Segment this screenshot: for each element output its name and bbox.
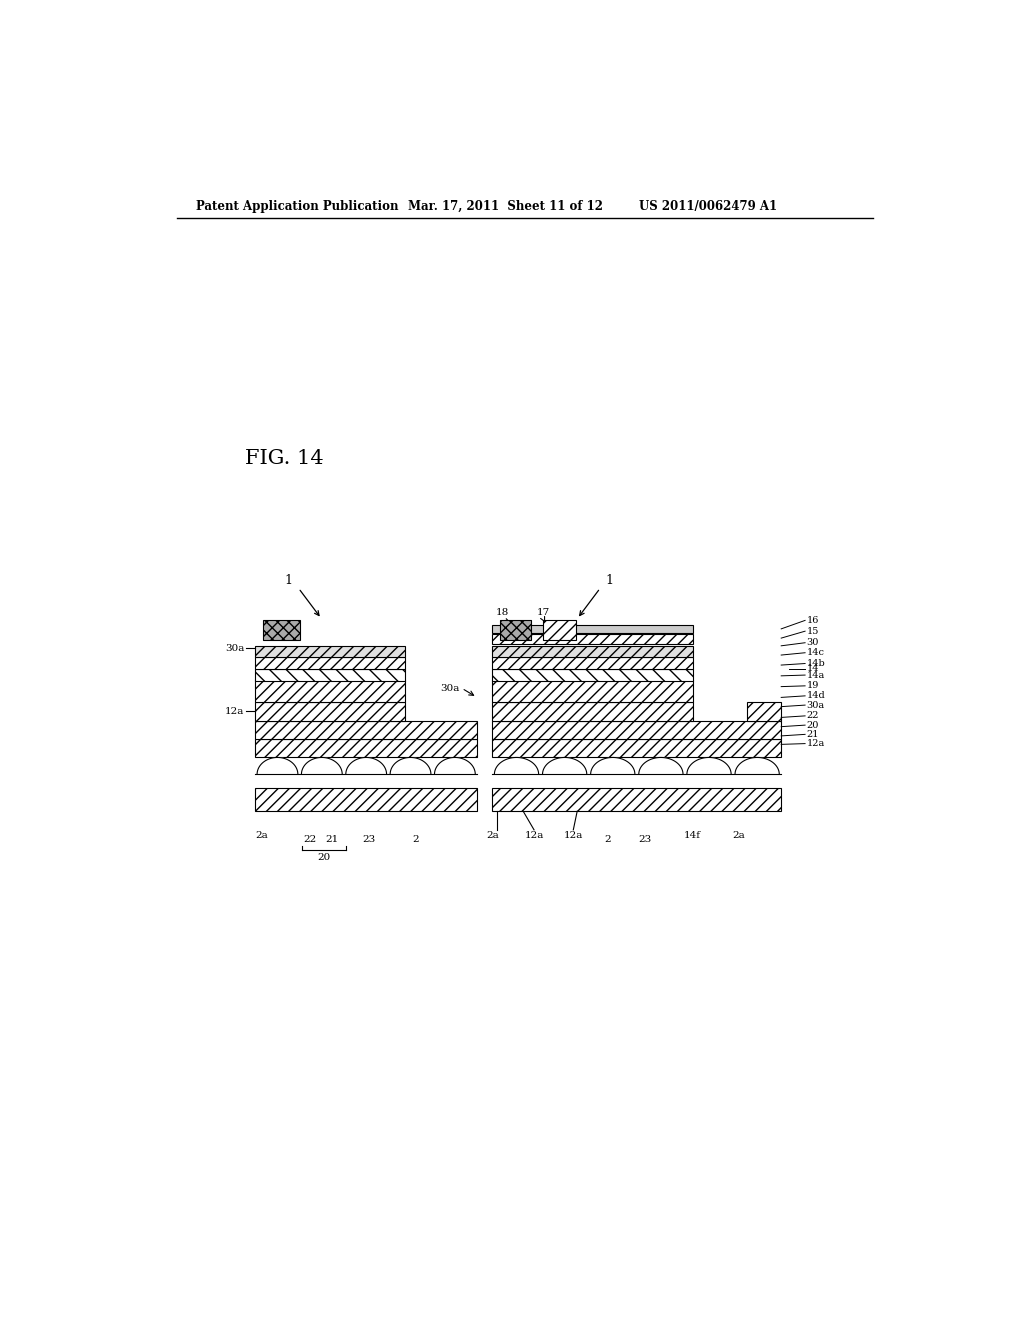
Bar	[255, 669, 406, 681]
Text: 23: 23	[638, 834, 651, 843]
Text: 20: 20	[807, 721, 819, 730]
Text: 14f: 14f	[684, 832, 701, 841]
Text: 16: 16	[807, 616, 819, 624]
Bar	[255, 721, 477, 739]
Text: US 2011/0062479 A1: US 2011/0062479 A1	[639, 199, 777, 213]
Bar	[493, 721, 781, 739]
Bar	[255, 657, 406, 669]
Text: 2a: 2a	[486, 832, 499, 841]
Text: 12a: 12a	[563, 832, 583, 841]
Text: 17: 17	[537, 609, 550, 618]
Text: 19: 19	[807, 681, 819, 690]
Bar	[543, 620, 575, 640]
Bar	[493, 645, 692, 657]
Text: 20: 20	[317, 853, 331, 862]
Bar	[493, 669, 692, 681]
Text: 23: 23	[362, 834, 376, 843]
Text: 1: 1	[605, 574, 613, 587]
Bar	[493, 657, 692, 669]
Bar	[500, 620, 531, 640]
Text: 2a: 2a	[732, 832, 745, 841]
Text: 15: 15	[807, 627, 819, 636]
Bar	[746, 702, 781, 721]
Text: 14d: 14d	[807, 692, 825, 701]
Text: 14: 14	[807, 664, 819, 673]
Text: 21: 21	[326, 834, 339, 843]
Bar	[493, 739, 781, 758]
Bar	[493, 702, 692, 721]
Text: 12a: 12a	[225, 706, 245, 715]
Bar	[493, 681, 692, 702]
Text: 30a: 30a	[807, 701, 824, 710]
Text: 30a: 30a	[225, 644, 245, 652]
Text: Mar. 17, 2011  Sheet 11 of 12: Mar. 17, 2011 Sheet 11 of 12	[408, 199, 603, 213]
Bar	[255, 681, 406, 702]
Text: 22: 22	[807, 711, 819, 721]
Text: 12a: 12a	[524, 832, 544, 841]
Text: 2: 2	[412, 834, 419, 843]
Bar	[493, 788, 781, 812]
Text: 30: 30	[807, 639, 819, 647]
Bar	[493, 635, 692, 644]
Bar	[255, 645, 406, 657]
Text: Patent Application Publication: Patent Application Publication	[196, 199, 398, 213]
Text: 2a: 2a	[255, 832, 268, 841]
Text: 22: 22	[303, 834, 316, 843]
Text: 14c: 14c	[807, 648, 824, 657]
Text: 18: 18	[496, 609, 509, 618]
Text: 12a: 12a	[807, 739, 825, 748]
Text: 1: 1	[285, 574, 293, 587]
Bar	[263, 620, 300, 640]
Text: FIG. 14: FIG. 14	[245, 449, 324, 469]
Text: 21: 21	[807, 730, 819, 739]
Bar	[493, 626, 692, 634]
Bar	[255, 702, 406, 721]
Text: 2: 2	[604, 834, 611, 843]
Bar	[255, 788, 477, 812]
Bar	[255, 739, 477, 758]
Text: 30a: 30a	[440, 684, 460, 693]
Text: 14a: 14a	[807, 671, 825, 680]
Text: 14b: 14b	[807, 659, 825, 668]
